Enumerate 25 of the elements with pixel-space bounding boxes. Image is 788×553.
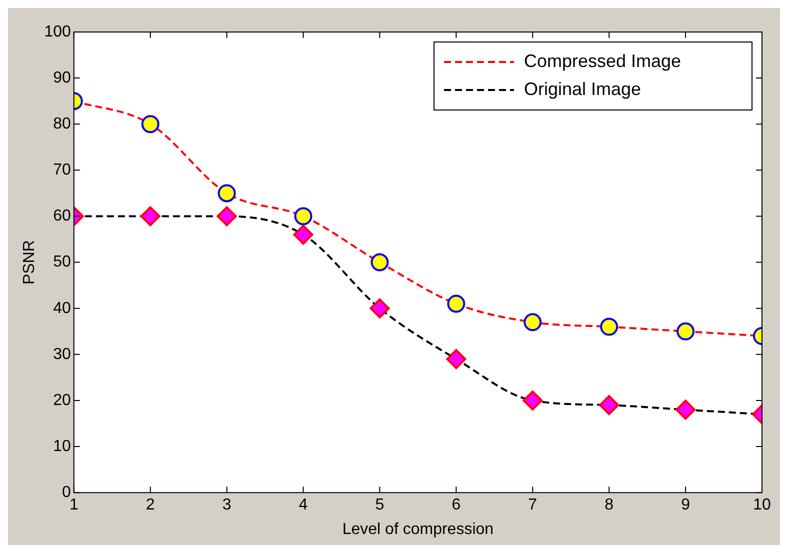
y-tick-label: 50 — [53, 254, 71, 271]
y-tick-label: 100 — [44, 23, 71, 40]
y-tick-label: 60 — [53, 208, 71, 225]
x-tick-label: 2 — [146, 496, 155, 514]
x-tick-label: 3 — [222, 496, 232, 514]
x-tick-label: 6 — [452, 496, 461, 514]
y-axis-title: PSNR — [21, 240, 38, 285]
y-tick-label: 30 — [53, 346, 71, 363]
y-tick-label: 40 — [53, 300, 71, 317]
y-tick-label: 10 — [53, 438, 71, 455]
legend-label: Original Image — [524, 78, 642, 99]
x-tick-label: 10 — [753, 496, 771, 514]
y-tick-label: 80 — [53, 116, 71, 133]
y-tick-label: 20 — [53, 392, 71, 409]
x-tick-label: 8 — [604, 496, 614, 514]
x-tick-label: 9 — [681, 496, 690, 514]
x-tick-label: 1 — [69, 496, 78, 514]
x-axis-title: Level of compression — [342, 520, 494, 538]
x-tick-label: 5 — [375, 496, 384, 514]
y-tick-label: 90 — [53, 69, 71, 86]
y-tick-label: 70 — [53, 162, 71, 179]
y-tick-label: 0 — [62, 484, 71, 502]
x-tick-label: 7 — [528, 496, 538, 514]
x-tick-label: 4 — [298, 496, 308, 514]
legend-label: Compressed Image — [524, 50, 682, 71]
